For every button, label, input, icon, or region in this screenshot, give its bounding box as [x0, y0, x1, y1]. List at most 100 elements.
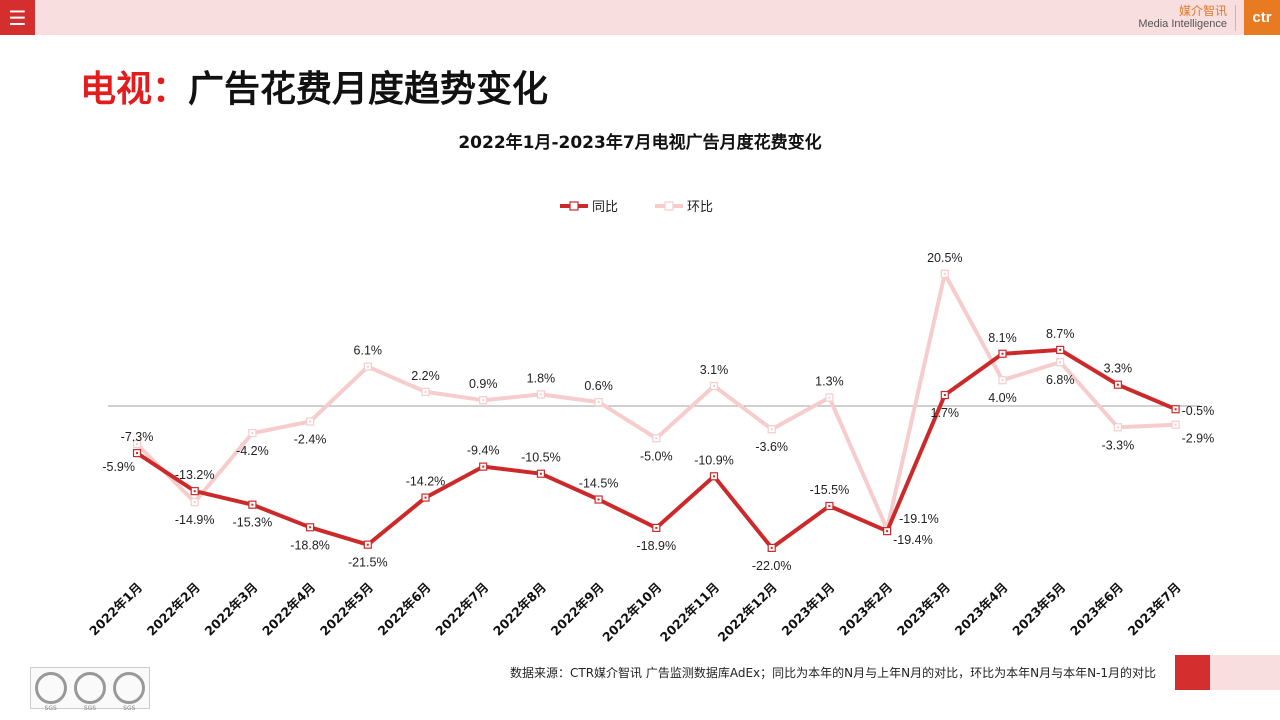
x-tick-label: 2023年4月	[952, 580, 1011, 639]
page-title: 电视：广告花费月度趋势变化	[80, 60, 548, 112]
mom-point-dot	[597, 401, 600, 404]
mom-point-dot	[424, 390, 427, 393]
chart-title: 2022年1月-2023年7月电视广告月度花费变化	[458, 132, 821, 153]
yoy-data-label: 3.3%	[1104, 362, 1133, 376]
x-tick-label: 2023年2月	[836, 580, 895, 639]
mom-data-label: -5.0%	[640, 449, 673, 463]
sgs-badge-icon: SGS	[73, 672, 106, 712]
yoy-data-label: -21.5%	[348, 556, 388, 570]
legend-yoy-label: 同比	[592, 200, 618, 215]
legend-mom-label: 环比	[687, 200, 713, 215]
yoy-data-label: -9.4%	[467, 444, 500, 458]
x-tick-label: 2023年1月	[778, 580, 837, 639]
mom-point-dot	[1001, 379, 1004, 382]
mom-point-dot	[482, 399, 485, 402]
x-tick-label: 2022年3月	[201, 580, 260, 639]
yoy-point-dot	[366, 543, 369, 546]
sgs-badge-icon: SGS	[34, 672, 67, 712]
mom-data-label: 6.1%	[354, 344, 383, 358]
yoy-point-dot	[482, 465, 485, 468]
mom-data-label: -5.9%	[102, 460, 135, 474]
legend-mom-marker	[664, 201, 674, 211]
yoy-data-label: -10.5%	[521, 451, 561, 465]
yoy-point-dot	[655, 526, 658, 529]
mom-data-label: 6.8%	[1046, 373, 1075, 387]
x-tick-label: 2023年6月	[1067, 580, 1126, 639]
hamburger-icon: ☰	[8, 5, 27, 30]
yoy-point-dot	[1001, 352, 1004, 355]
sgs-badge-icon: SGS	[113, 672, 146, 712]
yoy-point-dot	[713, 475, 715, 478]
yoy-data-label: -22.0%	[752, 559, 792, 573]
x-tick-label: 2022年8月	[490, 580, 549, 639]
logo-mark: ctr	[1244, 0, 1280, 35]
mom-point-dot	[1116, 426, 1119, 429]
mom-data-label: -14.9%	[175, 513, 215, 527]
yoy-point-dot	[886, 530, 889, 533]
mom-point-dot	[251, 432, 254, 435]
certification-badges: SGS SGS SGS	[30, 667, 150, 712]
yoy-point-dot	[1059, 348, 1062, 351]
yoy-data-label: -7.3%	[121, 430, 154, 444]
mom-point-dot	[193, 501, 196, 504]
mom-point-dot	[309, 420, 312, 423]
page-title-main: 广告花费月度趋势变化	[188, 69, 549, 110]
x-tick-label: 2023年5月	[1009, 580, 1068, 639]
mom-point-dot	[828, 396, 831, 399]
mom-data-label: -19.1%	[899, 512, 939, 526]
sgs-badge-label: SGS	[83, 705, 97, 712]
x-tick-label: 2023年7月	[1125, 580, 1184, 639]
mom-line	[135, 271, 1176, 532]
sgs-badge-label: SGS	[123, 705, 136, 712]
mom-point-dot	[655, 437, 658, 440]
mom-point-dot	[1174, 423, 1177, 426]
yoy-point-dot	[943, 394, 946, 397]
x-tick-label: 2022年1月	[86, 580, 145, 639]
mom-point-dot	[136, 443, 138, 446]
mom-data-label: 1.3%	[815, 375, 844, 389]
source-note: 数据来源：CTR媒介智讯 广告监测数据库AdEx；同比为本年的N月与上年N月的对…	[510, 666, 1157, 680]
mom-data-label: 20.5%	[927, 251, 962, 265]
mom-data-label: 0.6%	[584, 379, 613, 393]
x-tick-label: 2022年6月	[375, 580, 434, 639]
mom-point-dot	[713, 385, 715, 388]
yoy-point-dot	[1116, 383, 1119, 386]
yoy-data-label: -13.2%	[175, 468, 215, 482]
yoy-data-label: -18.8%	[290, 538, 330, 552]
mom-point-dot	[539, 393, 542, 396]
mom-data-label: -2.4%	[294, 432, 327, 446]
logo-cn-text: 媒介智讯	[1178, 3, 1227, 18]
yoy-data-label: -14.2%	[406, 475, 446, 489]
yoy-point-dot	[193, 490, 196, 493]
yoy-point-dot	[770, 546, 773, 549]
mom-point-dot	[1059, 361, 1062, 364]
x-tick-label: 2022年11月	[657, 580, 722, 645]
yoy-point-dot	[1174, 408, 1177, 411]
yoy-point-dot	[539, 472, 542, 475]
legend-yoy-marker	[569, 201, 579, 211]
x-tick-label: 2022年4月	[259, 580, 318, 639]
footer-accent-block	[1175, 655, 1210, 690]
yoy-data-label: 8.7%	[1046, 327, 1075, 341]
top-bar	[0, 0, 1280, 35]
yoy-point-dot	[828, 504, 831, 507]
yoy-point-dot	[251, 503, 254, 506]
x-tick-label: 2022年2月	[144, 580, 203, 639]
mom-data-label: -3.3%	[1102, 438, 1135, 452]
page-title-prefix: 电视：	[80, 69, 189, 110]
mom-data-label: 0.9%	[469, 377, 498, 391]
x-tick-label: 2023年3月	[894, 580, 953, 639]
yoy-point-dot	[309, 526, 312, 529]
yoy-data-label: -15.5%	[810, 483, 850, 497]
yoy-data-label: -15.3%	[233, 516, 273, 530]
x-tick-label: 2022年7月	[432, 580, 491, 639]
yoy-data-label: -18.9%	[636, 539, 676, 553]
yoy-data-label: 1.7%	[931, 406, 960, 420]
mom-point-dot	[366, 365, 369, 368]
yoy-data-label: -10.9%	[694, 453, 734, 467]
menu-button[interactable]: ☰	[0, 0, 35, 35]
x-tick-label: 2022年10月	[599, 580, 664, 645]
sgs-badge-label: SGS	[44, 705, 57, 712]
mom-data-label: 1.8%	[527, 371, 556, 385]
